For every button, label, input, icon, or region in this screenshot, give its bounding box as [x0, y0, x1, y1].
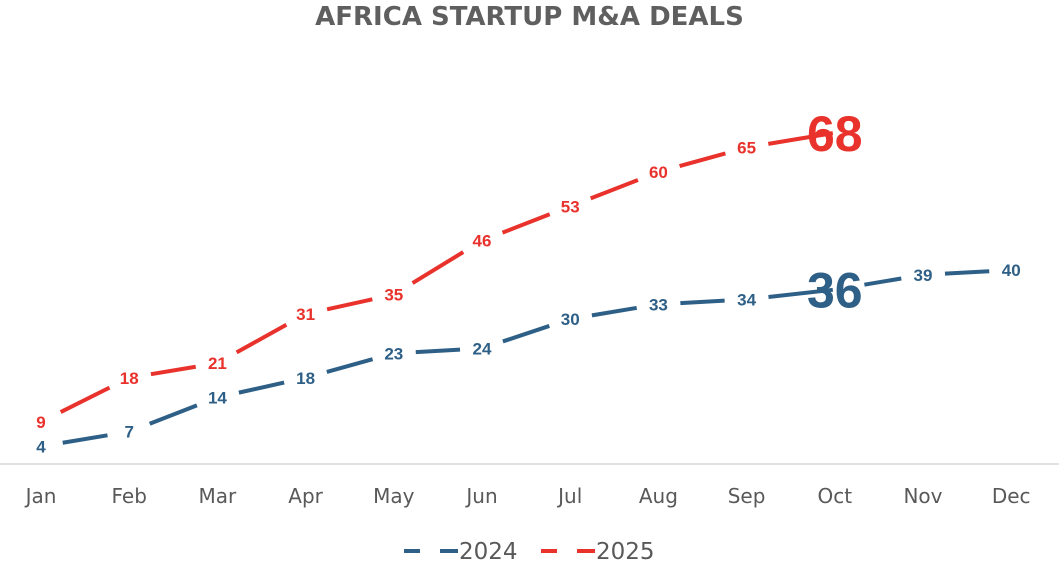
- data-label: 40: [1002, 261, 1021, 280]
- series-segment: [326, 297, 373, 312]
- series-segment: [411, 250, 465, 285]
- series-segment: [680, 298, 725, 306]
- x-tick-label: Jul: [556, 484, 582, 508]
- data-label: 23: [384, 344, 403, 363]
- x-tick-label: Mar: [199, 484, 238, 508]
- legend-label: 2024: [459, 539, 518, 565]
- data-label: 65: [737, 139, 756, 158]
- legend-label: 2025: [596, 539, 655, 565]
- x-tick-label: Aug: [639, 484, 678, 508]
- legend-item-2025: 2025: [541, 539, 655, 565]
- series-segment: [589, 178, 639, 201]
- legend: 2024 2025: [404, 539, 655, 565]
- series-segment: [415, 347, 461, 355]
- data-label: 30: [561, 310, 580, 329]
- data-label: 4: [36, 437, 46, 456]
- x-tick-label: Oct: [818, 484, 853, 508]
- legend-item-2024: 2024: [404, 539, 518, 565]
- series-segment: [150, 364, 197, 377]
- data-label: 33: [649, 295, 668, 314]
- series-segment: [62, 433, 108, 445]
- series-segment: [238, 380, 285, 395]
- series-segment: [768, 287, 834, 299]
- series-2024: 4 7 14 18 23 24 30 33 34 36 39 40: [36, 261, 1020, 456]
- data-label: 18: [120, 369, 139, 388]
- data-label: 31: [296, 305, 315, 324]
- highlight-data-label: 68: [807, 106, 863, 162]
- series-segment: [944, 269, 990, 276]
- data-label: 35: [384, 286, 403, 305]
- highlight-data-label: 36: [807, 263, 863, 319]
- data-label: 18: [296, 369, 315, 388]
- data-label: 53: [561, 197, 580, 216]
- data-label: 21: [208, 354, 227, 373]
- series-segment: [501, 212, 551, 235]
- series-segment: [148, 403, 198, 426]
- x-tick-label: Feb: [111, 484, 146, 508]
- x-tick-label: Dec: [992, 484, 1031, 508]
- series-segment: [767, 131, 834, 146]
- x-tick-label: Nov: [903, 484, 942, 508]
- x-tick-label: Jan: [24, 484, 57, 508]
- series-segment: [235, 323, 288, 355]
- x-tick-label: Jun: [464, 484, 497, 508]
- series-segment: [326, 357, 374, 374]
- data-label: 24: [473, 339, 492, 358]
- data-label: 46: [473, 232, 492, 251]
- data-label: 9: [36, 413, 45, 432]
- data-label: 14: [208, 388, 227, 407]
- x-tick-label: May: [373, 484, 415, 508]
- series-segment: [59, 385, 111, 414]
- series-segment: [591, 305, 638, 318]
- series-2025: 9 18 21 31 35 46 53 60 65 68: [36, 106, 862, 432]
- chart-title: AFRICA STARTUP M&A DEALS: [315, 2, 744, 32]
- data-label: 39: [914, 266, 933, 285]
- data-label: 34: [737, 290, 756, 309]
- data-label: 60: [649, 163, 668, 182]
- data-label: 7: [124, 423, 133, 442]
- series-segment: [864, 276, 902, 287]
- x-tick-label: Sep: [728, 484, 766, 508]
- x-tick-label: Apr: [288, 484, 323, 508]
- series-segment: [502, 324, 550, 344]
- series-segment: [679, 151, 726, 169]
